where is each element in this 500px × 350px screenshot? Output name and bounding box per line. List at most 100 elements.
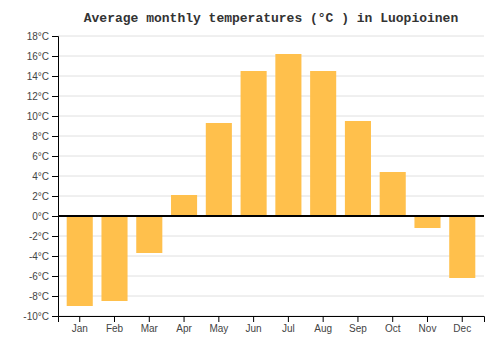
x-tick-label: Nov	[419, 323, 437, 334]
y-tick: 12°C	[27, 91, 58, 102]
bars	[58, 54, 484, 306]
x-tick-label: Dec	[453, 323, 471, 334]
x-tick-mark	[149, 316, 150, 322]
y-tick-label: 14°C	[27, 71, 49, 82]
y-tick: 2°C	[32, 191, 58, 202]
x-tick-mark	[288, 316, 289, 322]
grid-line	[58, 156, 484, 157]
y-tick-label: -2°C	[29, 231, 49, 242]
x-tick-mark	[427, 316, 428, 322]
y-tick-mark	[52, 56, 58, 57]
y-tick: 14°C	[27, 71, 58, 82]
x-tick-label: Jun	[246, 323, 262, 334]
y-tick: 16°C	[27, 51, 58, 62]
y-tick-label: -10°C	[23, 311, 49, 322]
y-tick: -4°C	[29, 251, 58, 262]
plot-area: -10°C -8°C -6°C -4°C -2°C 0°C 2°C 4°C 6°C 8°C 10°C…	[23, 31, 484, 334]
y-tick-mark	[52, 276, 58, 277]
x-tick-mark	[462, 316, 463, 322]
grid-line	[58, 176, 484, 177]
x-tick-mark	[114, 316, 115, 322]
x-tick: Apr	[176, 316, 192, 334]
y-axis: -10°C -8°C -6°C -4°C -2°C 0°C 2°C 4°C 6°C 8°C 10°C…	[23, 31, 58, 322]
bar	[67, 216, 93, 306]
x-tick: Jan	[72, 316, 88, 334]
x-tick-label: Jan	[72, 323, 88, 334]
bar	[136, 216, 162, 253]
grid-line	[58, 136, 484, 137]
x-tick-mark	[79, 316, 80, 322]
bar	[449, 216, 475, 278]
y-tick-label: 10°C	[27, 111, 49, 122]
x-tick-mark	[392, 316, 393, 322]
x-tick-mark	[323, 316, 324, 322]
y-tick: -6°C	[29, 271, 58, 282]
x-tick: May	[209, 316, 228, 334]
x-tick-mark	[218, 316, 219, 322]
y-tick-label: -6°C	[29, 271, 49, 282]
bar	[414, 216, 440, 228]
y-tick: -2°C	[29, 231, 58, 242]
y-tick-label: 18°C	[27, 31, 49, 42]
grid-line	[58, 76, 484, 77]
y-tick: 0°C	[32, 211, 58, 222]
title: Average monthly temperatures (°C ) in Lu…	[84, 11, 459, 26]
y-tick-mark	[52, 256, 58, 257]
x-tick-label: Oct	[385, 323, 401, 334]
x-tick: Feb	[106, 316, 124, 334]
bar	[171, 195, 197, 216]
x-tick-mark	[357, 316, 358, 322]
y-tick-mark	[52, 236, 58, 237]
y-tick: -10°C	[23, 311, 58, 322]
x-tick-label: Sep	[349, 323, 367, 334]
y-tick-mark	[52, 296, 58, 297]
x-tick: Mar	[141, 316, 159, 334]
y-tick: 6°C	[32, 151, 58, 162]
y-tick: 4°C	[32, 171, 58, 182]
y-tick-mark	[52, 176, 58, 177]
x-tick-label: May	[209, 323, 228, 334]
x-tick-mark	[184, 316, 185, 322]
bar	[275, 54, 301, 216]
x-tick: Sep	[349, 316, 367, 334]
bar	[310, 71, 336, 216]
x-tick-label: Apr	[176, 323, 192, 334]
grid-line	[58, 116, 484, 117]
x-axis: Jan Feb Mar Apr May Jun Jul Aug Sep Oct Nov Dec	[59, 316, 485, 334]
x-tick-label: Mar	[141, 323, 159, 334]
y-tick-mark	[52, 156, 58, 157]
x-tick: Aug	[314, 316, 332, 334]
x-tick: Oct	[385, 316, 401, 334]
x-tick: Jul	[282, 316, 295, 334]
y-tick: 18°C	[27, 31, 58, 42]
grid-line	[58, 56, 484, 57]
y-tick-label: -4°C	[29, 251, 49, 262]
bar	[380, 172, 406, 216]
y-tick-label: 0°C	[32, 211, 49, 222]
bar	[345, 121, 371, 216]
y-tick-mark	[52, 116, 58, 117]
y-tick: 8°C	[32, 131, 58, 142]
y-tick-label: 12°C	[27, 91, 49, 102]
y-tick-label: -8°C	[29, 291, 49, 302]
zero-line	[58, 215, 484, 217]
y-tick: 10°C	[27, 111, 58, 122]
grid-line	[58, 196, 484, 197]
y-tick-label: 4°C	[32, 171, 49, 182]
x-tick-label: Feb	[106, 323, 124, 334]
y-tick-label: 8°C	[32, 131, 49, 142]
x-tick: Dec	[453, 316, 471, 334]
bar	[206, 123, 232, 216]
x-tick: Nov	[419, 316, 437, 334]
y-tick-mark	[52, 316, 58, 317]
y-tick-mark	[52, 196, 58, 197]
y-tick-mark	[52, 36, 58, 37]
grid-line	[58, 36, 484, 37]
bar	[101, 216, 127, 301]
x-tick-mark	[253, 316, 254, 322]
y-axis-line	[52, 37, 59, 317]
grid-line	[58, 96, 484, 97]
x-axis-line	[59, 317, 485, 323]
y-tick-label: 16°C	[27, 51, 49, 62]
y-tick-mark	[52, 76, 58, 77]
